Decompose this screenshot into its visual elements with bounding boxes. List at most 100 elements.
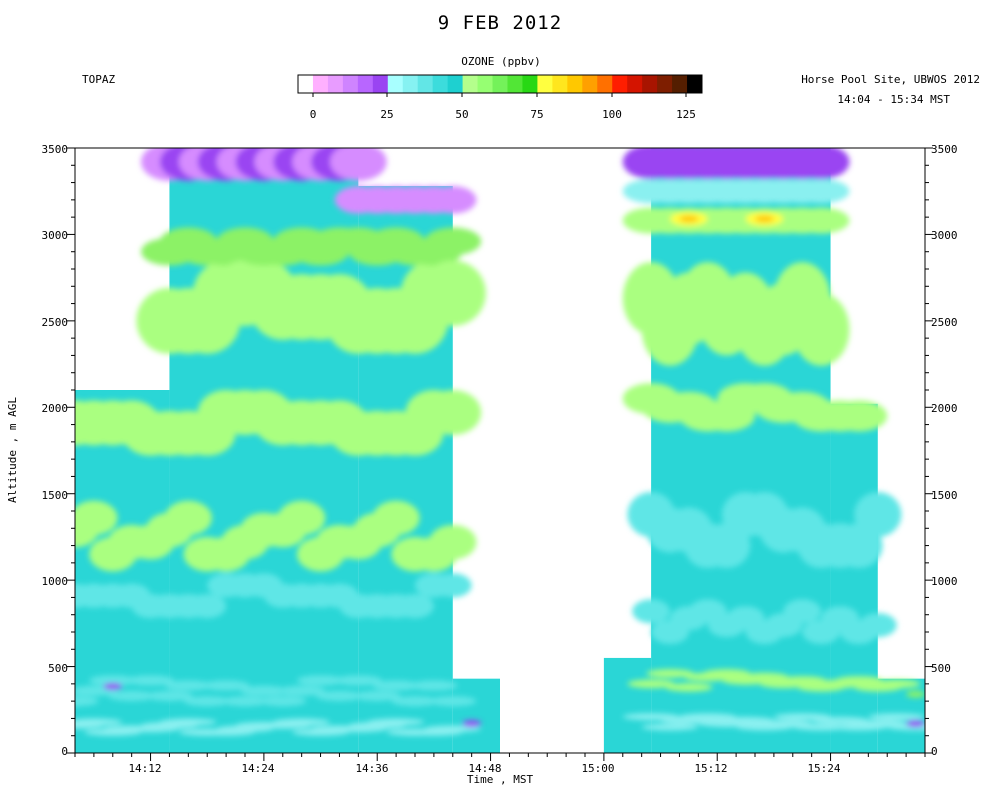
contour-patch: [296, 675, 345, 686]
contour-patch: [858, 612, 897, 638]
contour-patch: [103, 682, 123, 690]
contour-patch: [835, 676, 883, 685]
contour-patch: [273, 718, 330, 726]
site-label: Horse Pool Site, UBWOS 2012: [801, 73, 980, 86]
instrument-label: TOPAZ: [82, 73, 116, 86]
contour-patch: [75, 718, 123, 726]
ytick-right-3000: 3000: [931, 229, 958, 242]
colorbar-swatch: [492, 75, 508, 93]
contour-patch: [372, 680, 420, 691]
contour-patch: [424, 725, 482, 733]
ytick-3000: 3000: [41, 229, 69, 242]
colorbar-swatch: [552, 75, 568, 93]
contour-patch: [679, 215, 699, 223]
colorbar-swatch: [387, 75, 404, 93]
contour-patch: [424, 227, 482, 256]
contour-patch: [164, 680, 212, 691]
colorbar-swatch: [417, 75, 434, 93]
ytick-0: 0: [61, 745, 68, 758]
contour-patch: [906, 720, 925, 728]
colorbar: [297, 74, 703, 97]
y-axis-label: Altitude , m AGL: [6, 397, 19, 503]
xtick-1424: 14:24: [241, 762, 275, 775]
contour-patch: [641, 723, 699, 731]
colorbar-swatch: [477, 75, 494, 93]
chart-title: 9 FEB 2012: [437, 12, 563, 34]
contour-patch: [755, 215, 774, 223]
ytick-1000: 1000: [41, 575, 69, 588]
colorbar-tick-0: 0: [309, 108, 317, 121]
colorbar-tick-50: 50: [455, 108, 469, 121]
contour-patch: [792, 207, 850, 234]
contour-patch: [792, 293, 850, 366]
contour-patch: [240, 685, 288, 696]
contour-patch: [367, 718, 425, 726]
colorbar-swatch: [402, 75, 419, 93]
colorbar-tick-100: 100: [602, 108, 622, 121]
colorbar-swatch: [462, 75, 479, 93]
ytick-right-1500: 1500: [931, 489, 958, 502]
data-region: [651, 148, 831, 753]
ytick-right-3500: 3500: [931, 143, 958, 156]
xtick-1512: 15:12: [694, 762, 728, 775]
contour-patch: [315, 690, 364, 702]
contour-patch: [396, 593, 434, 619]
plot-frame: [74, 147, 926, 754]
xtick-1412: 14:12: [128, 762, 162, 775]
contour-patch: [330, 148, 387, 181]
colorbar-swatch: [567, 75, 583, 93]
contour-patch: [259, 695, 307, 707]
xtick-1524: 15:24: [807, 762, 841, 775]
contour-patch: [665, 682, 713, 692]
contour-patch: [703, 669, 751, 678]
contour-patch: [278, 685, 326, 696]
contour-patch: [429, 186, 477, 214]
contour-patch: [108, 690, 156, 702]
colorbar-tick-75: 75: [530, 108, 544, 121]
colorbar-swatch: [447, 75, 464, 93]
contour-patch: [627, 679, 675, 689]
contour-patch: [75, 695, 99, 707]
xtick-1448: 14:48: [468, 762, 502, 775]
colorbar-swatch: [612, 75, 628, 93]
contour-patch: [783, 599, 822, 624]
contour-patch: [188, 593, 227, 619]
contour-patch: [334, 675, 382, 686]
colorbar-swatch: [657, 75, 673, 93]
colorbar-swatch: [312, 75, 329, 93]
contour-patch: [792, 179, 850, 204]
colorbar-swatch: [687, 75, 703, 93]
colorbar-swatch: [642, 75, 658, 93]
contour-patch: [868, 713, 925, 721]
contour-patch: [429, 695, 477, 707]
ytick-right-0: 0: [931, 745, 938, 758]
contour-patch: [419, 260, 486, 327]
colorbar-swatch: [522, 75, 538, 93]
colorbar-frame: [297, 74, 703, 94]
ytick-500: 500: [48, 662, 68, 675]
colorbar-title: OZONE (ppbv): [461, 55, 541, 68]
contour-patch: [646, 669, 694, 678]
colorbar-swatch: [627, 75, 643, 93]
heatmap-body: [75, 148, 925, 753]
axes: [67, 147, 933, 761]
time-range-label: 14:04 - 15:34 MST: [837, 93, 950, 106]
colorbar-swatch: [597, 75, 613, 93]
x-axis-label: Time , MST: [466, 773, 534, 786]
contour-patch: [391, 695, 439, 707]
data-region: [603, 657, 652, 753]
colorbar-swatch: [432, 75, 449, 93]
contour-patch: [429, 524, 477, 560]
ytick-1500: 1500: [41, 489, 69, 502]
contour-patch: [906, 690, 925, 698]
colorbar-swatch: [537, 75, 553, 93]
colorbar-tick-125: 125: [676, 108, 696, 121]
colorbar-swatch: [672, 75, 688, 93]
ytick-3500: 3500: [41, 143, 69, 156]
contour-patch: [353, 690, 401, 702]
colorbar-swatch: [507, 75, 523, 93]
contour-patch: [462, 720, 482, 728]
ytick-right-2500: 2500: [931, 316, 958, 329]
contour-patch: [433, 573, 472, 598]
